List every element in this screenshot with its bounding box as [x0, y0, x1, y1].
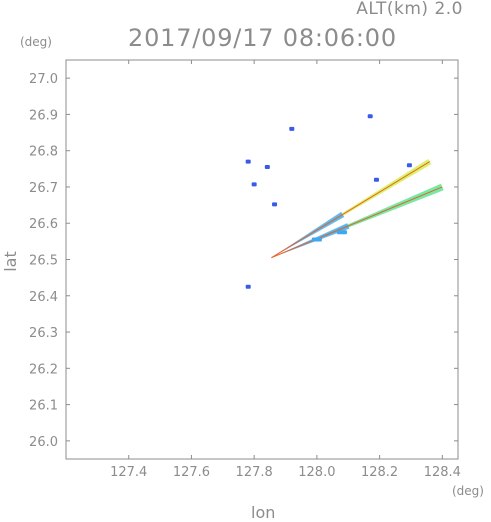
y-tick-label: 27.0 [29, 72, 58, 87]
echo-cell [406, 163, 412, 168]
x-axis-label: lon [251, 503, 276, 522]
echo-cell [251, 182, 257, 187]
y-tick-label: 26.7 [29, 181, 58, 196]
y-tick-label: 26.8 [29, 145, 58, 160]
echo-cell [245, 284, 251, 289]
y-tick-label: 26.4 [29, 290, 58, 305]
echo-cell [264, 165, 270, 170]
y-tick-label: 26.5 [29, 254, 58, 269]
x-tick-label: 127.4 [110, 465, 147, 480]
x-tick-label: 127.6 [173, 465, 210, 480]
x-tick-label: 128.2 [361, 465, 398, 480]
y-tick-label: 26.9 [29, 108, 58, 123]
y-axis-unit: (deg) [20, 35, 52, 49]
echo-cell [272, 202, 278, 207]
y-tick-label: 26.0 [29, 435, 58, 450]
radar-beam-inner [271, 223, 350, 258]
x-tick-label: 128.4 [424, 465, 461, 480]
x-tick-label: 127.8 [236, 465, 273, 480]
radar-beams [271, 158, 444, 259]
x-tick-label: 128.0 [298, 465, 335, 480]
echo-cell [367, 114, 373, 119]
echo-cell [289, 126, 295, 131]
plot-frame [65, 59, 459, 460]
echo-cell [245, 159, 251, 164]
echo-cell [336, 230, 347, 235]
y-tick-label: 26.3 [29, 326, 58, 341]
y-tick-label: 26.2 [29, 362, 58, 377]
y-tick-label: 26.1 [29, 399, 58, 414]
axis-ticks: 26.0 26.1 26.2 26.3 26.4 26.5 26.6 26.7 26.8 26.9… [29, 60, 461, 480]
y-tick-label: 26.6 [29, 217, 58, 232]
altitude-label: ALT(km) 2.0 [356, 0, 463, 19]
x-axis-unit: (deg) [452, 484, 484, 498]
radar-beam-edge [271, 186, 443, 259]
echo-cells [245, 114, 412, 289]
echo-cell [373, 177, 379, 182]
echo-cell [311, 237, 322, 242]
radar-beam-edge [271, 161, 431, 259]
chart-title-timestamp: 2017/09/17 08:06:00 [128, 24, 397, 52]
